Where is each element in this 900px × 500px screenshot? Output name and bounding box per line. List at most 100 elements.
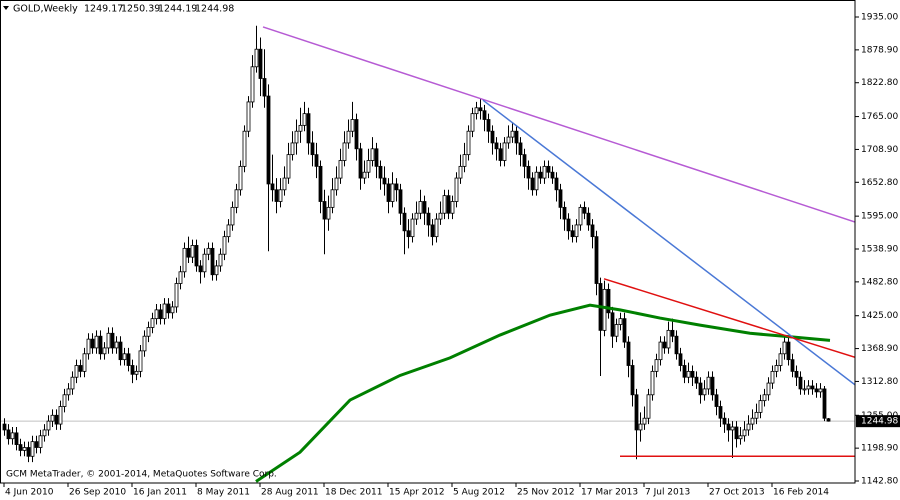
candle-body <box>502 142 507 161</box>
candle-body <box>654 359 659 372</box>
candle-body <box>626 341 631 366</box>
candle-body <box>802 388 807 391</box>
y-tick-label: 1142.80 <box>861 477 898 487</box>
y-tick-label: 1312.80 <box>861 377 898 387</box>
candle-body <box>658 341 663 361</box>
candle-body <box>742 429 747 437</box>
candle-body <box>66 388 71 396</box>
candle-body <box>338 160 343 179</box>
candle-body <box>406 230 411 238</box>
candle-body <box>294 130 299 144</box>
candle-body <box>662 341 667 349</box>
candle-body <box>666 329 671 349</box>
candle-body <box>642 417 647 425</box>
candle-body <box>270 183 275 191</box>
candle-body <box>630 365 635 396</box>
candle-body <box>358 148 363 179</box>
candle-body <box>418 201 423 214</box>
candle-body <box>62 394 67 407</box>
candle-body <box>378 165 383 179</box>
candle-body <box>146 327 151 337</box>
candle-body <box>738 435 743 440</box>
candle-body <box>234 189 239 208</box>
candle-body <box>262 78 267 97</box>
candle-body <box>638 423 643 431</box>
x-tick-label: 17 Mar 2013 <box>581 488 638 498</box>
candle-body <box>498 148 503 161</box>
candle-body <box>346 130 351 144</box>
y-tick-label: 1425.00 <box>861 311 898 321</box>
candle-body <box>274 189 279 202</box>
x-tick-label: 18 Dec 2011 <box>325 488 383 498</box>
candle-body <box>30 441 35 457</box>
plot-frame <box>0 0 856 484</box>
candle-body <box>74 365 79 378</box>
candle-body <box>102 347 107 355</box>
candle-body <box>722 417 727 425</box>
candle-body <box>390 183 395 202</box>
candle-body <box>762 394 767 402</box>
candle-body <box>58 406 63 425</box>
x-tick-label: 26 Sep 2010 <box>69 488 126 498</box>
candle-body <box>822 388 827 419</box>
candle-body <box>354 119 359 150</box>
candle-body <box>566 218 571 232</box>
candle-body <box>678 353 683 366</box>
candle-body <box>122 353 127 361</box>
candle-body <box>202 253 207 273</box>
trend-line <box>262 26 855 223</box>
header-close: 1244.98 <box>195 4 234 15</box>
candle-body <box>374 148 379 167</box>
candle-body <box>250 66 255 103</box>
candle-body <box>38 435 43 448</box>
chart-title: GOLD,Weekly <box>13 4 78 15</box>
candle-body <box>694 376 699 384</box>
candle-body <box>570 230 575 238</box>
candle-body <box>774 365 779 372</box>
candle-body <box>18 444 23 451</box>
candle-body <box>818 388 823 393</box>
candle-body <box>110 332 115 349</box>
candle-body <box>310 142 315 156</box>
y-tick-label: 1482.80 <box>861 277 898 287</box>
candle-body <box>758 400 763 413</box>
x-tick-label: 25 Nov 2012 <box>517 488 575 498</box>
candle-body <box>254 48 259 68</box>
candle-body <box>550 171 555 179</box>
candle-body <box>50 414 55 422</box>
candle-body <box>54 414 59 425</box>
candle-body <box>546 165 551 173</box>
candle-body <box>350 119 355 132</box>
candle-body <box>750 417 755 425</box>
candle-body <box>746 423 751 431</box>
candle-body <box>558 189 563 208</box>
candle-body <box>2 423 7 431</box>
candle-body <box>342 142 347 161</box>
candle-body <box>366 160 371 173</box>
x-tick-label: 16 Feb 2014 <box>773 488 829 498</box>
candle-body <box>242 130 247 167</box>
candle-body <box>494 142 499 150</box>
candle-body <box>506 136 511 144</box>
candle-body <box>522 154 527 167</box>
candle-body <box>490 130 495 144</box>
candle-body <box>230 206 235 226</box>
y-tick-label: 1652.80 <box>861 178 898 188</box>
candle-body <box>474 107 479 115</box>
candle-body <box>482 110 487 120</box>
candle-body <box>462 154 467 167</box>
candle-body <box>826 418 831 422</box>
candle-body <box>450 201 455 214</box>
candle-body <box>106 332 111 349</box>
candle-body <box>82 353 87 372</box>
header-open: 1249.17 <box>84 4 123 15</box>
candle-body <box>754 411 759 419</box>
candle-body <box>538 171 543 179</box>
candle-body <box>770 370 775 384</box>
candle-body <box>458 165 463 179</box>
candle-body <box>518 142 523 156</box>
candle-body <box>6 429 11 440</box>
candle-body <box>282 177 287 191</box>
moving-average <box>255 303 831 483</box>
candle-body <box>510 130 515 138</box>
